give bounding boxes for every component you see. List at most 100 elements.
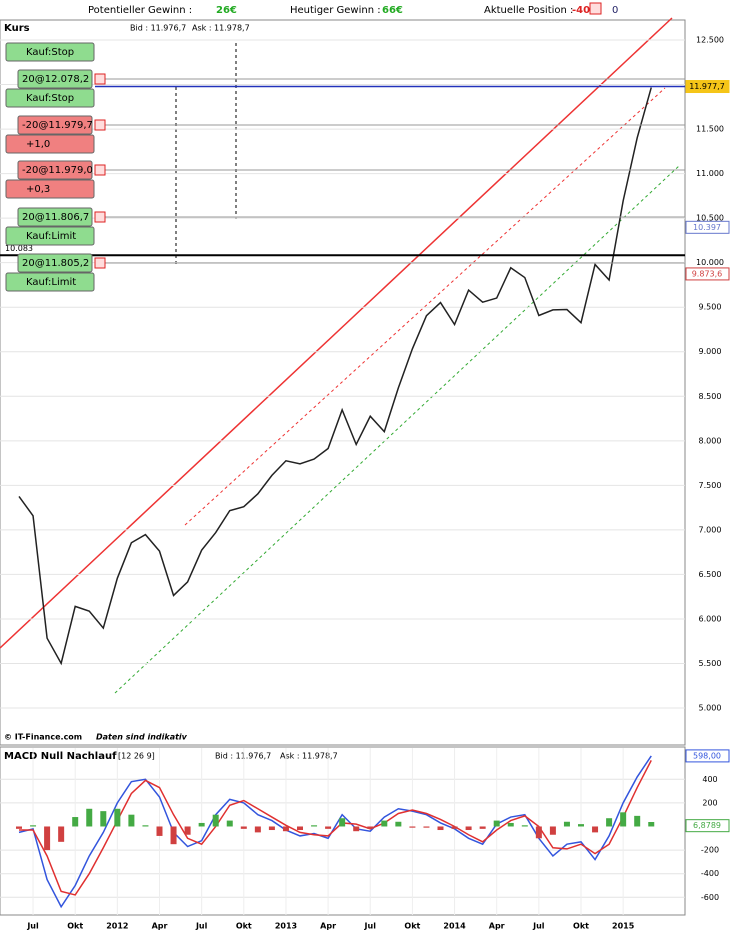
x-tick-label: Apr	[489, 922, 505, 931]
x-tick-label: 2012	[106, 922, 128, 931]
order-label: +1,0	[26, 139, 50, 150]
y-tick-label: 200	[702, 798, 717, 807]
histogram-bar	[620, 812, 627, 827]
y-tick-label: 11.000	[696, 169, 724, 178]
histogram-bar	[437, 826, 444, 831]
series-line	[18, 755, 652, 909]
histogram-bar	[634, 815, 641, 827]
order-label-box	[5, 272, 95, 292]
y-tick-label: 6.500	[699, 570, 722, 579]
order-label-box	[5, 88, 95, 108]
histogram-bar	[451, 826, 458, 829]
y-tick-label: 400	[702, 775, 717, 784]
histogram-bar	[86, 808, 93, 827]
histogram-bar	[535, 826, 542, 839]
histogram-bar	[240, 826, 247, 829]
chart-title: MACD Null Nachlauf	[4, 751, 117, 762]
histogram-bar	[521, 825, 528, 827]
x-tick-label: Okt	[236, 922, 252, 931]
close-button[interactable]	[589, 2, 602, 15]
histogram-bar	[549, 826, 556, 835]
y-tick-label: 9.500	[699, 303, 722, 312]
price-box	[685, 749, 730, 763]
support-label: 10.083	[5, 244, 33, 253]
histogram-bar	[297, 826, 303, 831]
bid: Bid : 11.976,7	[130, 24, 186, 33]
x-tick-label: Apr	[152, 922, 168, 931]
cancel-button[interactable]	[94, 211, 106, 223]
histogram-bar	[578, 824, 584, 827]
label: Potentieller Gewinn :	[88, 5, 192, 16]
y-tick-label: 5.000	[699, 704, 722, 713]
y-tick-label: 11.500	[696, 125, 724, 134]
value: 26€	[216, 5, 237, 16]
histogram-bar	[268, 826, 275, 831]
price-box	[685, 80, 730, 94]
main-panel	[0, 19, 686, 746]
order-qty: -20@11.979,7	[22, 120, 93, 131]
macd-panel	[0, 746, 686, 916]
order-qty: 20@12.078,2	[22, 74, 89, 85]
y-tick-label: 7.500	[699, 481, 722, 490]
order-label: Kauf:Limit	[26, 277, 76, 288]
x-tick-label: 2015	[612, 922, 635, 931]
order-label: Kauf:Limit	[26, 231, 76, 242]
price-label: 6,8789	[693, 821, 721, 830]
price-box	[685, 220, 730, 234]
histogram-bar	[507, 822, 514, 827]
series-line	[18, 87, 652, 666]
histogram-bar	[648, 821, 655, 827]
histogram-bar	[465, 826, 472, 831]
order-label-box	[5, 226, 95, 246]
histogram-bar	[156, 826, 163, 836]
ask: Ask : 11.978,7	[280, 752, 338, 761]
histogram-bar	[353, 826, 360, 832]
histogram-bar	[128, 814, 135, 827]
histogram-bar	[44, 826, 51, 851]
price-label: 11.977,7	[689, 82, 725, 91]
histogram-bar	[493, 820, 500, 827]
bid: Bid : 11.976,7	[215, 752, 271, 761]
order-box	[17, 160, 93, 180]
order-label: +0,3	[26, 184, 50, 195]
histogram-bar	[72, 817, 79, 827]
channel-line	[114, 164, 681, 694]
histogram-bar	[58, 826, 65, 842]
order-box	[17, 69, 93, 89]
order-label: Kauf:Stop	[26, 93, 74, 104]
price-label: 10.397	[693, 223, 721, 232]
x-tick-label: Apr	[320, 922, 336, 931]
series-line	[19, 760, 652, 896]
count: 0	[612, 5, 618, 16]
note: Daten sind indikativ	[96, 733, 188, 742]
order-label-box	[5, 134, 95, 154]
y-tick-label: 8.500	[699, 392, 722, 401]
order-qty: 20@11.806,7	[22, 212, 89, 223]
x-tick-label: Jul	[364, 922, 377, 931]
cancel-button[interactable]	[94, 164, 106, 176]
histogram-bar	[606, 818, 613, 827]
histogram-bar	[563, 821, 570, 827]
histogram-bar	[311, 825, 318, 827]
order-qty: 20@11.805,2	[22, 258, 89, 269]
trend-line	[0, 17, 673, 649]
histogram-bar	[184, 826, 191, 835]
order-label-box	[5, 179, 95, 199]
price-box	[685, 819, 730, 833]
y-tick-label: 8.000	[699, 436, 722, 445]
y-tick-label: 9.000	[699, 347, 722, 356]
y-tick-label: 10.500	[696, 214, 724, 223]
value: 66€	[382, 5, 403, 16]
order-qty: -20@11.979,0	[22, 165, 93, 176]
y-tick-label: -200	[701, 846, 719, 855]
x-tick-label: Jul	[532, 922, 545, 931]
histogram-bar	[198, 822, 205, 827]
histogram-bar	[100, 811, 107, 827]
x-tick-label: Okt	[573, 922, 589, 931]
histogram-bar	[16, 826, 22, 829]
cancel-button[interactable]	[94, 257, 106, 269]
y-tick-label: -400	[701, 869, 719, 878]
cancel-button[interactable]	[94, 119, 106, 131]
cancel-button[interactable]	[94, 73, 106, 85]
